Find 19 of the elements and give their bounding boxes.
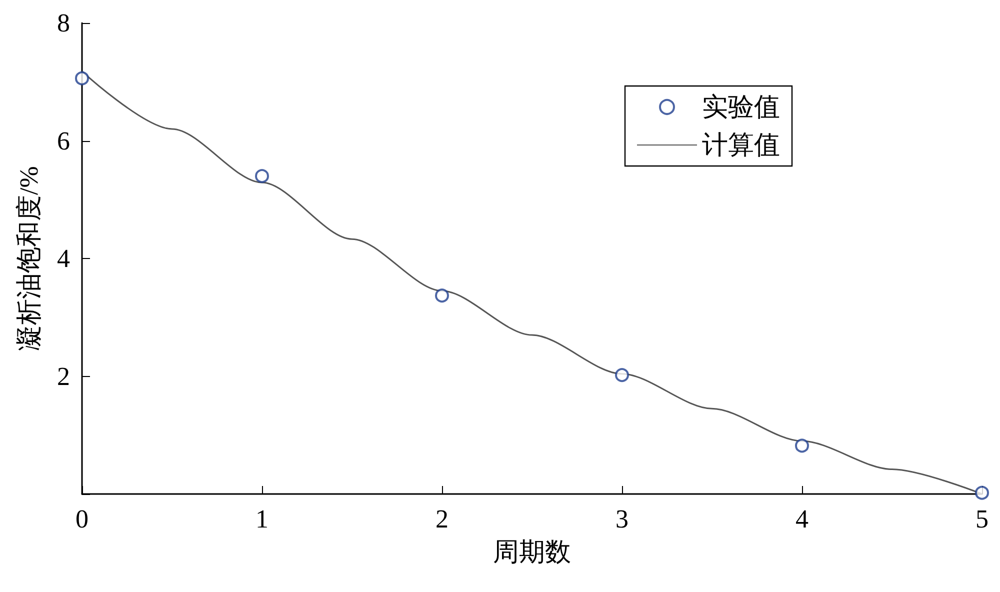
point bbox=[435, 288, 449, 303]
x-tick-label: 1 bbox=[256, 504, 268, 534]
x-tick-label: 4 bbox=[796, 504, 808, 534]
y-axis-title: 凝析油饱和度/% bbox=[14, 166, 44, 351]
legend-label: 计算值 bbox=[702, 130, 780, 160]
x-tick-label: 0 bbox=[76, 504, 88, 534]
point bbox=[615, 368, 629, 382]
y-tick-label: 4 bbox=[57, 244, 70, 273]
y-tick-label: 2 bbox=[57, 362, 70, 391]
point bbox=[255, 169, 269, 184]
x-tick-label: 3 bbox=[616, 504, 628, 534]
x-axis-title: 周期数 bbox=[493, 538, 571, 566]
y-tick-label: 8 bbox=[57, 8, 70, 38]
x-tick-label: 5 bbox=[976, 504, 988, 534]
y-tick-label: 6 bbox=[57, 126, 70, 156]
legend-label: 实验值 bbox=[702, 92, 780, 122]
point bbox=[75, 71, 89, 86]
point bbox=[795, 438, 809, 453]
x-tick-label: 2 bbox=[436, 504, 448, 534]
